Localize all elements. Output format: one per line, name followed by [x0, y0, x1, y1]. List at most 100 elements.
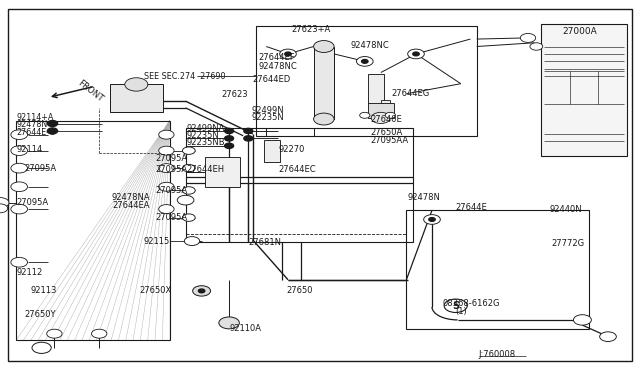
Bar [314, 46, 334, 119]
Bar [205, 157, 240, 187]
Text: J:760008: J:760008 [479, 350, 516, 359]
Text: 27644EC: 27644EC [278, 165, 316, 174]
Circle shape [520, 33, 536, 42]
Circle shape [11, 204, 28, 214]
Bar [406, 210, 589, 329]
Text: 27644ED: 27644ED [252, 76, 291, 84]
Text: 27095A: 27095A [24, 164, 56, 173]
Circle shape [92, 329, 107, 338]
Circle shape [408, 49, 424, 59]
Circle shape [0, 198, 9, 208]
Circle shape [219, 317, 239, 329]
Circle shape [11, 146, 28, 155]
Text: 27644EH: 27644EH [186, 165, 225, 174]
Bar [541, 24, 627, 156]
Text: 27623: 27623 [221, 90, 248, 99]
Text: 92115: 92115 [144, 237, 170, 246]
Text: 27650: 27650 [287, 286, 313, 295]
Text: 27644EF: 27644EF [259, 53, 295, 62]
Circle shape [244, 128, 253, 134]
Circle shape [159, 164, 174, 173]
Text: 92114: 92114 [17, 145, 43, 154]
Circle shape [225, 136, 234, 141]
Circle shape [600, 332, 616, 341]
Circle shape [182, 214, 195, 221]
Text: 27644EA: 27644EA [112, 201, 150, 210]
Bar [368, 74, 384, 104]
Circle shape [11, 130, 28, 140]
Text: 27644E: 27644E [456, 203, 488, 212]
Text: 27650X: 27650X [140, 286, 172, 295]
Circle shape [47, 329, 62, 338]
Text: FRONT: FRONT [76, 78, 104, 103]
Text: 27095A: 27095A [156, 186, 188, 195]
Text: 92235NB: 92235NB [186, 138, 225, 147]
Text: 92440N: 92440N [549, 205, 582, 214]
Circle shape [244, 136, 253, 141]
Text: 27772G: 27772G [552, 239, 585, 248]
Text: 92499NA: 92499NA [186, 124, 225, 133]
Text: 92112: 92112 [17, 268, 43, 277]
Text: 92499N: 92499N [252, 106, 284, 115]
Circle shape [0, 204, 8, 213]
Circle shape [314, 41, 334, 52]
Text: (1): (1) [456, 307, 467, 316]
Text: SEE SEC.274  27690: SEE SEC.274 27690 [144, 72, 225, 81]
Text: 92478N: 92478N [17, 120, 48, 129]
Text: 92478NC: 92478NC [259, 62, 298, 71]
Circle shape [314, 113, 334, 125]
Bar [368, 103, 394, 118]
Text: 92478N: 92478N [408, 193, 440, 202]
Bar [264, 140, 280, 162]
Text: 27650A: 27650A [371, 128, 403, 137]
Text: 27644E-C: 27644E-C [17, 128, 56, 137]
Circle shape [360, 112, 370, 118]
Bar [110, 84, 163, 112]
Circle shape [362, 60, 368, 63]
Circle shape [159, 146, 174, 155]
Text: 92478NC: 92478NC [351, 41, 390, 50]
Text: 27095A: 27095A [156, 165, 188, 174]
Bar [16, 121, 170, 340]
Circle shape [530, 43, 543, 50]
Circle shape [225, 128, 234, 134]
Circle shape [280, 49, 296, 59]
Bar [256, 26, 477, 136]
Circle shape [11, 163, 28, 173]
Text: 92110A: 92110A [229, 324, 261, 333]
Circle shape [11, 182, 28, 192]
Text: S: S [452, 301, 460, 311]
Text: 92235N: 92235N [252, 113, 284, 122]
Circle shape [193, 286, 211, 296]
Text: 27640E: 27640E [371, 115, 403, 124]
Circle shape [182, 187, 195, 194]
Circle shape [385, 112, 396, 118]
Circle shape [182, 147, 195, 154]
Circle shape [159, 130, 174, 139]
Circle shape [285, 52, 291, 56]
Circle shape [182, 164, 195, 172]
Text: 08368-6162G: 08368-6162G [443, 299, 500, 308]
Circle shape [159, 182, 174, 191]
Circle shape [125, 78, 148, 91]
Circle shape [413, 52, 419, 56]
Text: 92235N: 92235N [186, 131, 219, 140]
Bar [186, 128, 413, 242]
Text: 27095AA: 27095AA [371, 136, 409, 145]
Circle shape [198, 289, 205, 293]
Text: 92270: 92270 [278, 145, 305, 154]
Circle shape [11, 257, 28, 267]
Circle shape [356, 57, 373, 66]
Circle shape [47, 128, 58, 134]
Circle shape [32, 342, 51, 353]
Text: 27000A: 27000A [562, 27, 596, 36]
Circle shape [225, 143, 234, 148]
Text: 27095A: 27095A [17, 198, 49, 207]
Text: 27644EG: 27644EG [392, 89, 430, 98]
Text: 92113: 92113 [31, 286, 57, 295]
Circle shape [159, 205, 174, 214]
Circle shape [424, 215, 440, 224]
Circle shape [429, 218, 435, 221]
Text: 27623+A: 27623+A [291, 25, 330, 33]
Text: 27650Y: 27650Y [24, 310, 56, 319]
